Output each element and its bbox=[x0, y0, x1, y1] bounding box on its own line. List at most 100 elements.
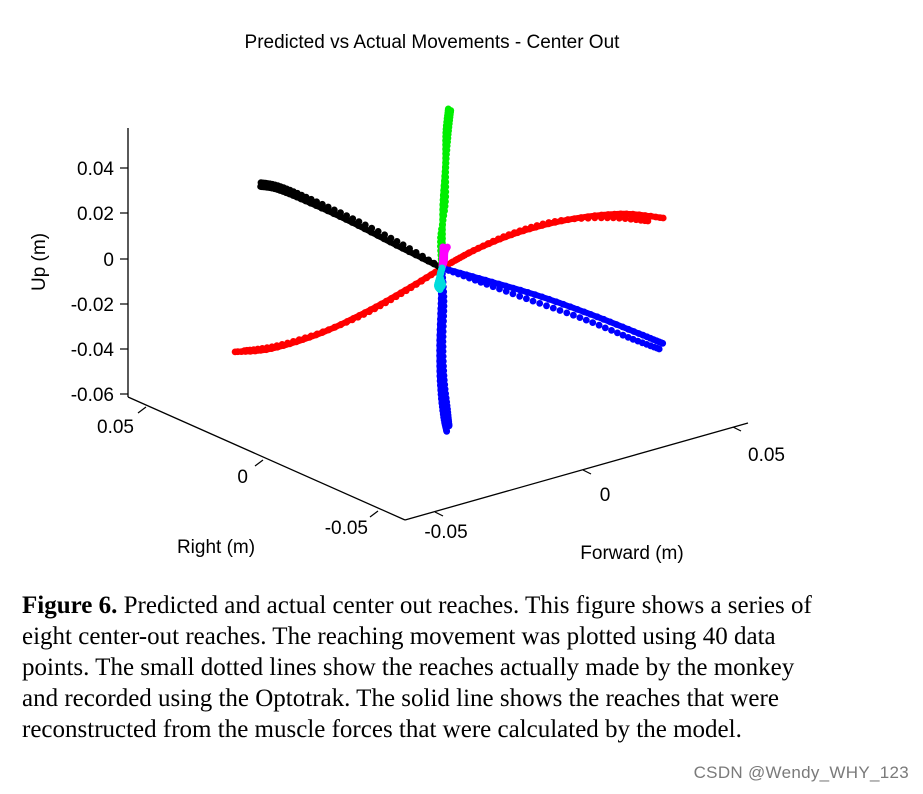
reach-point bbox=[447, 107, 455, 114]
reach-point bbox=[399, 241, 407, 249]
reach-point bbox=[241, 347, 248, 355]
reach-point bbox=[559, 300, 567, 308]
x-tick-mark bbox=[582, 469, 592, 475]
reach-point bbox=[496, 285, 503, 293]
reach-point bbox=[584, 214, 592, 222]
reach-point bbox=[539, 220, 547, 228]
reach-series-10-dotted bbox=[438, 264, 663, 353]
reach-point bbox=[619, 331, 627, 339]
reach-point bbox=[442, 188, 450, 196]
reach-point bbox=[557, 217, 565, 224]
reach-point bbox=[387, 234, 395, 242]
reach-point bbox=[621, 215, 629, 223]
reach-point bbox=[368, 224, 376, 232]
reach-point bbox=[566, 303, 574, 311]
reach-point bbox=[613, 321, 620, 328]
reach-point bbox=[564, 216, 572, 224]
reach-point bbox=[635, 211, 643, 219]
reach-point bbox=[331, 323, 339, 331]
reach-point bbox=[354, 313, 362, 321]
reach-point bbox=[573, 306, 581, 313]
reach-point bbox=[325, 326, 333, 333]
reach-series-5-solid bbox=[257, 183, 446, 272]
reach-point bbox=[313, 198, 320, 206]
y-ticks: 0.05 0 -0.05 bbox=[97, 406, 379, 539]
reach-point bbox=[495, 280, 503, 288]
y-tick-mark bbox=[254, 459, 264, 467]
reach-point bbox=[301, 334, 309, 342]
reach-point bbox=[257, 179, 265, 187]
reach-point bbox=[392, 293, 400, 301]
reach-point bbox=[589, 319, 597, 326]
reach-point bbox=[406, 245, 413, 252]
reach-point bbox=[551, 218, 559, 225]
y-tick-label: -0.05 bbox=[325, 518, 368, 539]
reach-point bbox=[371, 305, 379, 313]
reach-point bbox=[365, 308, 373, 316]
z-axis-label: Up (m) bbox=[29, 233, 50, 291]
reach-point bbox=[318, 200, 326, 208]
reach-point bbox=[582, 316, 590, 324]
reach-point bbox=[439, 328, 447, 335]
reach-point bbox=[407, 284, 415, 292]
z-tick-label: 0.04 bbox=[77, 159, 114, 180]
reach-point bbox=[319, 328, 327, 336]
reach-point bbox=[505, 231, 513, 239]
reach-point bbox=[382, 299, 389, 307]
reach-point bbox=[442, 178, 450, 186]
reach-point bbox=[570, 311, 577, 319]
reach-point bbox=[418, 277, 425, 285]
reach-point bbox=[313, 330, 321, 338]
plot-series bbox=[231, 105, 667, 435]
z-tick-label: -0.02 bbox=[71, 295, 114, 316]
reach-point bbox=[502, 282, 510, 290]
x-tick-mark bbox=[732, 426, 742, 432]
reach-point bbox=[460, 272, 468, 280]
reach-series-4-dotted bbox=[241, 264, 446, 355]
reach-point bbox=[343, 319, 350, 326]
reach-point bbox=[489, 283, 497, 291]
reach-point bbox=[442, 183, 450, 191]
reach-point bbox=[443, 428, 451, 435]
reach-point bbox=[477, 278, 485, 286]
reach-point bbox=[442, 193, 450, 201]
reach-point bbox=[349, 215, 357, 223]
reach-point bbox=[606, 318, 614, 326]
reach-point bbox=[614, 329, 621, 337]
x-tick-label: 0 bbox=[600, 485, 611, 506]
reach-point bbox=[522, 225, 529, 233]
reach-point bbox=[440, 302, 448, 310]
reach-point bbox=[397, 290, 405, 298]
z-tick-label: -0.06 bbox=[71, 385, 114, 406]
reach-point bbox=[440, 317, 447, 325]
caption-text: Predicted and actual center out reaches.… bbox=[22, 592, 812, 743]
y-tick-label: 0 bbox=[237, 467, 248, 488]
reach-point bbox=[445, 422, 453, 430]
chart-title: Predicted vs Actual Movements - Center O… bbox=[245, 32, 621, 53]
reach-point bbox=[587, 311, 595, 318]
reach-point bbox=[307, 195, 315, 203]
reach-point bbox=[600, 315, 608, 323]
reach-point bbox=[529, 297, 537, 305]
reach-point bbox=[402, 287, 410, 295]
reach-point bbox=[289, 338, 297, 345]
reach-point bbox=[439, 348, 447, 355]
reach-point bbox=[494, 235, 502, 243]
reach-point bbox=[595, 321, 603, 329]
reach-point bbox=[625, 325, 632, 333]
reach-series-3-solid bbox=[231, 264, 446, 356]
reach-point bbox=[591, 214, 599, 222]
reach-point bbox=[601, 324, 609, 332]
reach-point bbox=[278, 341, 286, 348]
z-ticks: 0.04 0.02 0 -0.02 -0.04 -0.06 bbox=[71, 159, 128, 406]
reach-point bbox=[523, 295, 530, 303]
reach-point bbox=[442, 173, 450, 181]
chart-figure: Predicted vs Actual Movements - Center O… bbox=[29, 32, 785, 564]
reach-point bbox=[337, 209, 344, 217]
reach-point bbox=[444, 243, 451, 251]
reach-point bbox=[524, 289, 532, 296]
reach-point bbox=[412, 281, 420, 288]
reach-point bbox=[484, 240, 492, 247]
reach-point bbox=[454, 270, 462, 278]
z-tick-label: -0.04 bbox=[71, 340, 115, 361]
